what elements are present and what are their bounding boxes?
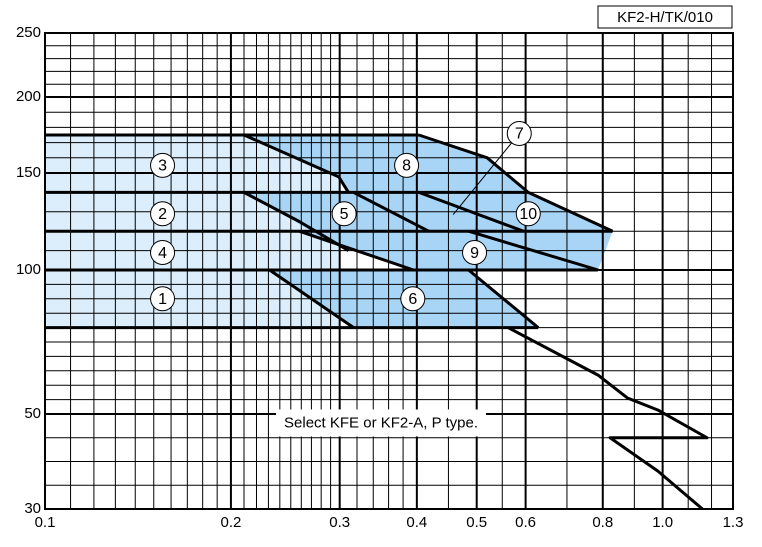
y-tick-label: 200 [16,88,41,105]
y-tick-label: 30 [24,500,41,517]
code-box [597,5,733,29]
curve [467,268,540,329]
x-tick-label: 1.3 [723,514,744,531]
curve [298,229,414,272]
region-label: 8 [402,158,411,175]
note-text: Select KFE or KF2-A, P type. [284,414,478,431]
y-tick-label: 100 [16,261,41,278]
y-tick-label: 250 [16,24,41,41]
label-circle [150,240,176,266]
label-circle [506,120,532,146]
label-circle [150,286,176,312]
x-tick-label: 1.0 [652,514,673,531]
label-circle [400,286,426,312]
x-tick-label: 0.1 [35,514,56,531]
region-label: 3 [158,158,167,175]
note-box [276,409,487,437]
label-circle [515,201,541,227]
label-circle [150,201,176,227]
region-label: 6 [408,291,417,308]
leader-line [452,142,513,215]
region-label: 5 [340,206,349,223]
x-tick-label: 0.4 [406,514,427,531]
curve [507,326,709,511]
x-tick-label: 0.8 [592,514,613,531]
label-circle [462,240,488,266]
curve [468,229,599,272]
y-tick-label: 150 [16,164,41,181]
chart-code: KF2-H/TK/010 [617,9,713,26]
region-label: 7 [515,126,524,143]
region-label: 9 [470,245,479,262]
x-tick-label: 0.3 [329,514,350,531]
curve [418,190,524,233]
label-circle [150,152,176,178]
y-tick-label: 50 [24,405,41,422]
curve [418,133,614,233]
curve [352,191,430,233]
curve [243,133,350,194]
region-label: 4 [158,245,167,262]
region-label: 2 [158,206,167,223]
x-tick-label: 0.6 [515,514,536,531]
label-circle [331,201,357,227]
region-label: 1 [158,291,167,308]
curve [268,268,355,329]
region-label: 10 [519,206,537,223]
x-tick-label: 0.5 [466,514,487,531]
label-circle [394,152,420,178]
x-tick-label: 0.2 [220,514,241,531]
